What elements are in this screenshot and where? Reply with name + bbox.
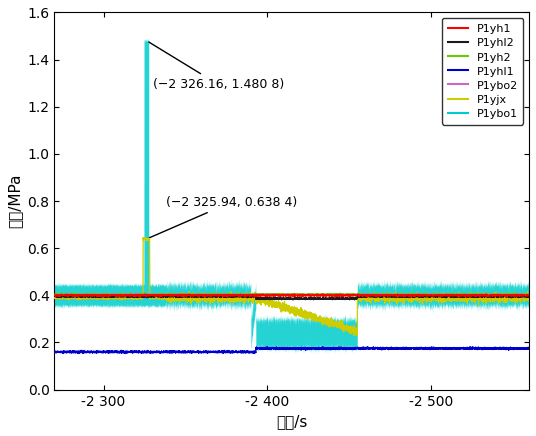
- Y-axis label: 压力/MPa: 压力/MPa: [7, 174, 22, 228]
- Text: (−2 325.94, 0.638 4): (−2 325.94, 0.638 4): [148, 196, 297, 238]
- Text: (−2 326.16, 1.480 8): (−2 326.16, 1.480 8): [149, 42, 284, 91]
- Legend: P1yh1, P1yhl2, P1yh2, P1yhl1, P1ybo2, P1yjx, P1ybo1: P1yh1, P1yhl2, P1yh2, P1yhl1, P1ybo2, P1…: [442, 18, 524, 125]
- X-axis label: 时间/s: 时间/s: [276, 414, 308, 429]
